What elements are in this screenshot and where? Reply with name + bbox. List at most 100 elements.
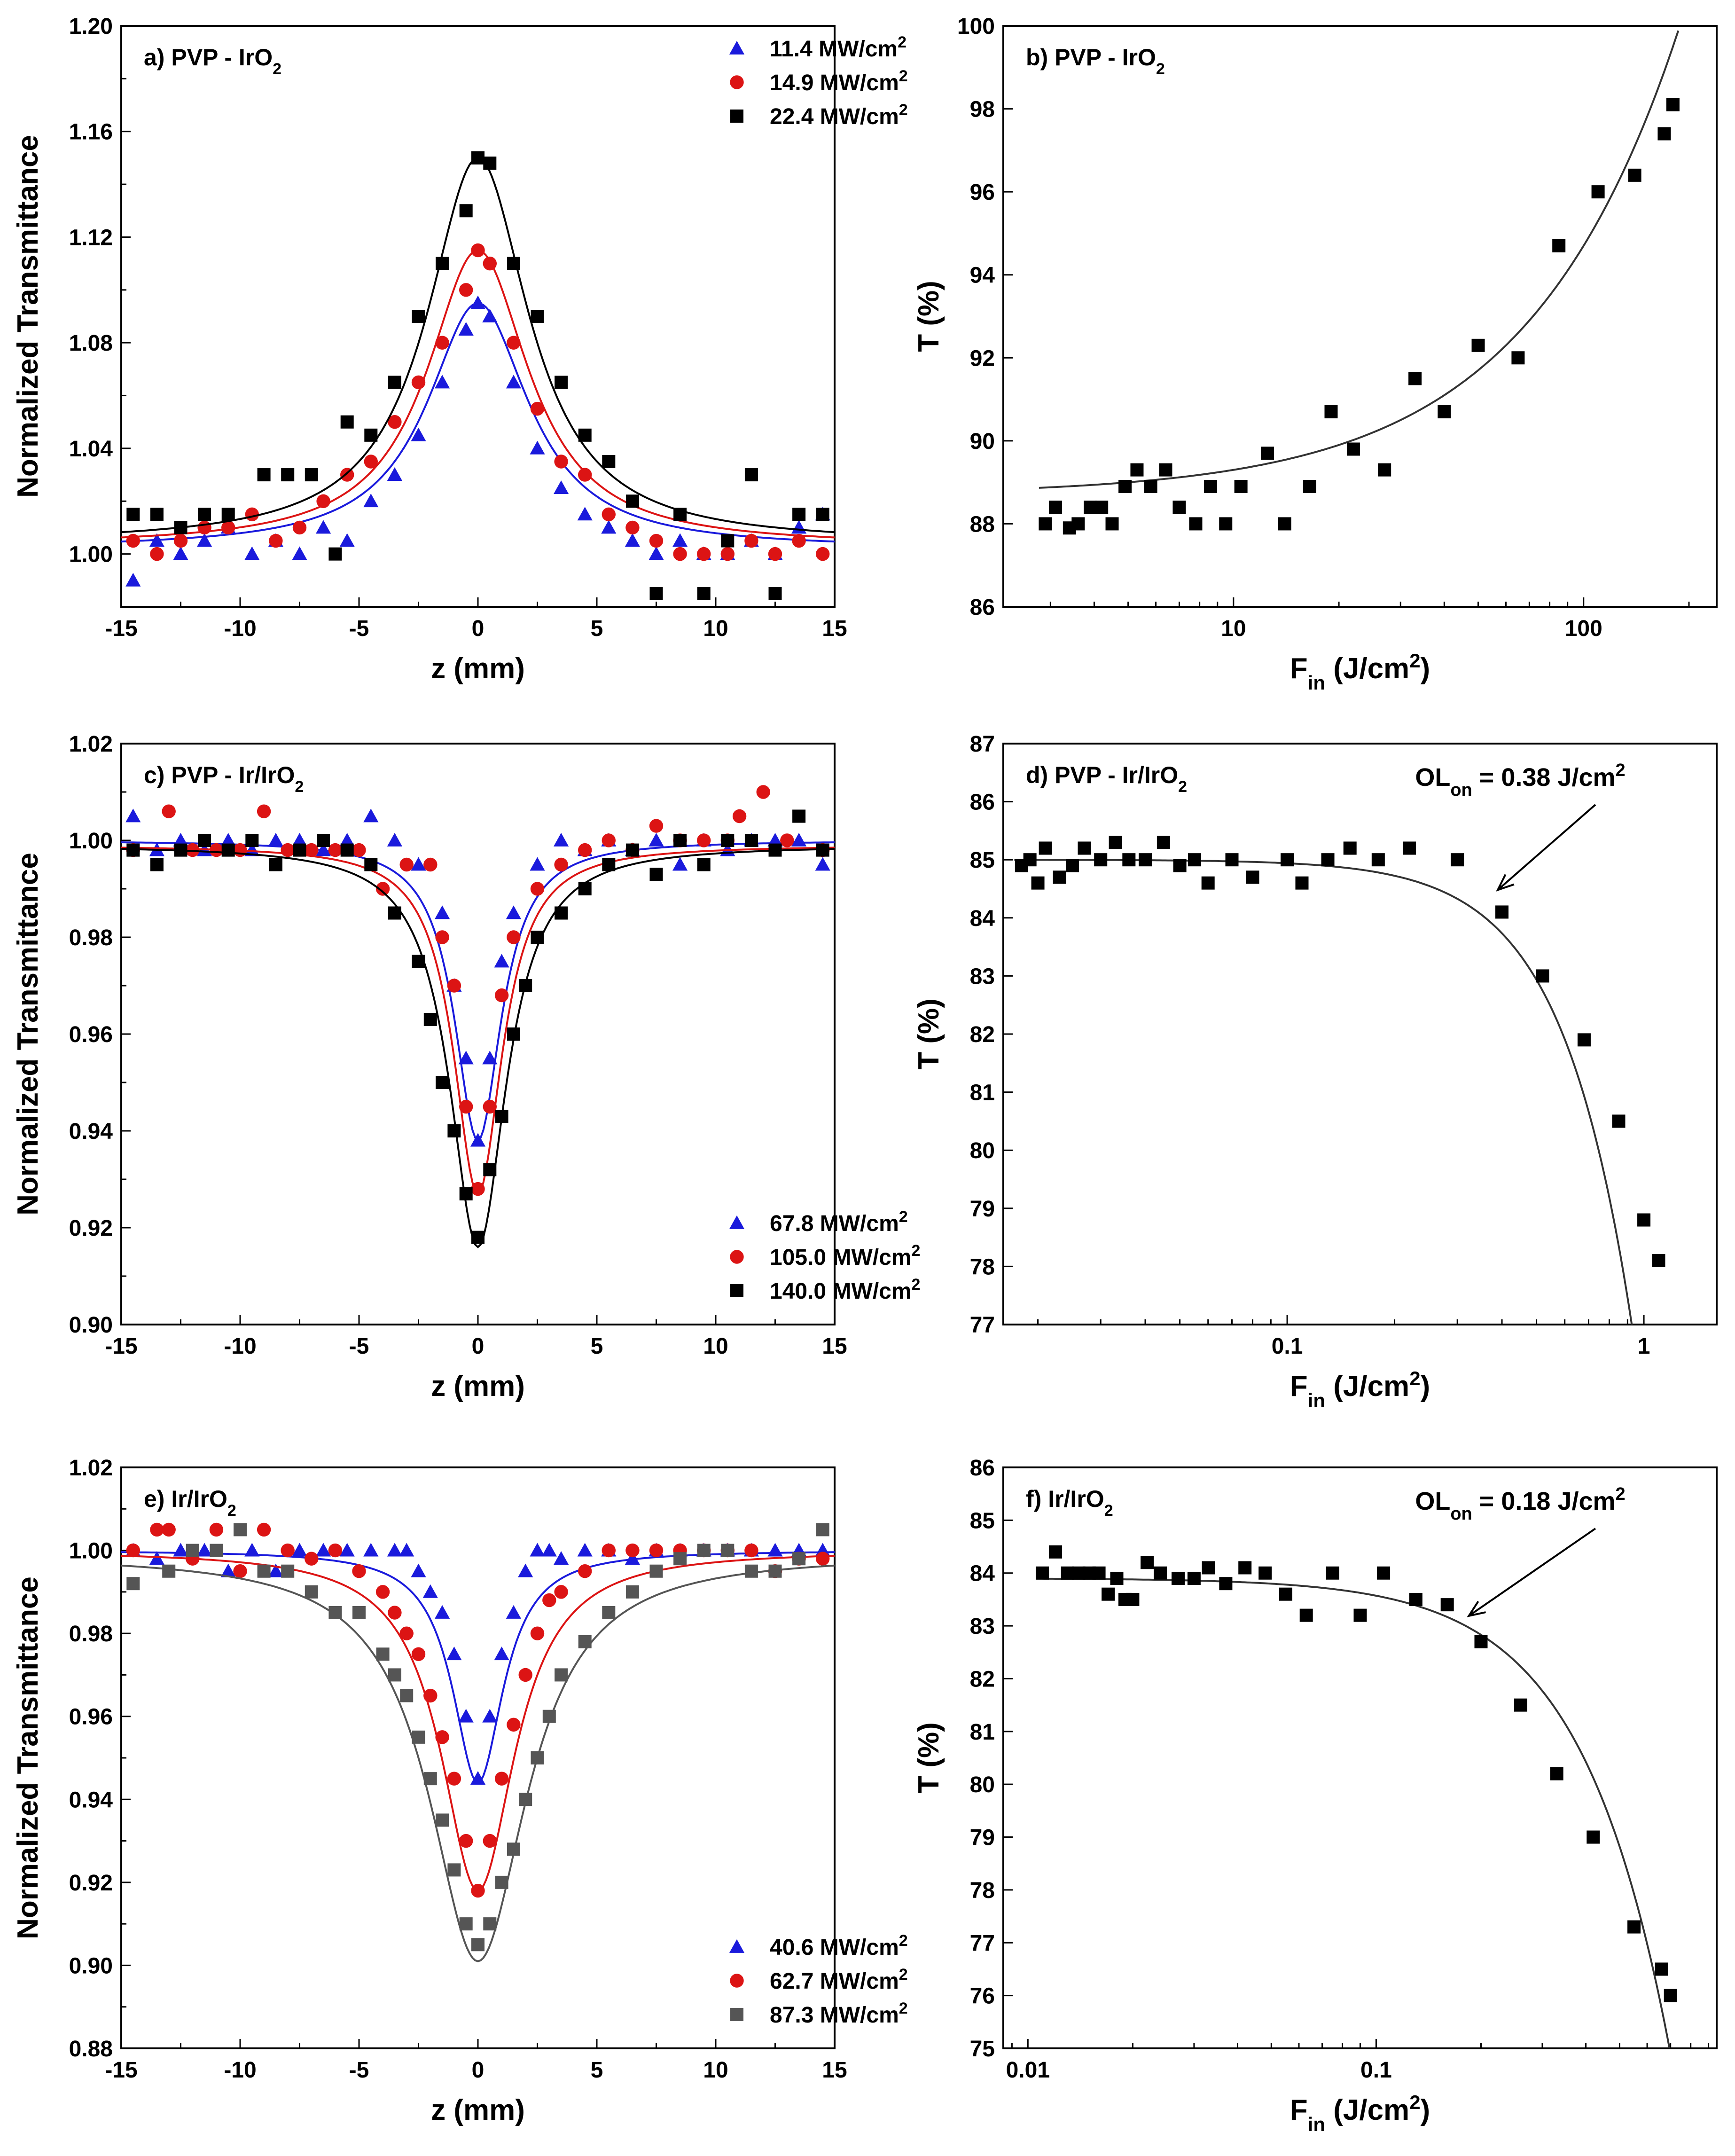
legend-marker xyxy=(729,1939,745,1953)
x-axis-label: z (mm) xyxy=(431,1370,525,1403)
data-point xyxy=(1238,1561,1252,1575)
data-point xyxy=(720,547,735,561)
data-point xyxy=(602,507,616,522)
data-point xyxy=(328,547,342,561)
data-point xyxy=(1061,1566,1074,1580)
panel-label: a) PVP - IrO2 xyxy=(144,44,281,78)
data-point xyxy=(411,375,426,390)
data-point xyxy=(1324,405,1338,419)
data-point xyxy=(162,1522,176,1537)
data-point xyxy=(125,808,141,823)
y-tick-label: 77 xyxy=(970,1313,995,1338)
y-tick-label: 81 xyxy=(970,1720,995,1745)
data-point xyxy=(673,1552,687,1566)
data-point xyxy=(364,428,378,442)
data-point xyxy=(518,1563,533,1577)
data-point xyxy=(1587,1830,1600,1844)
data-point xyxy=(1187,1571,1201,1585)
legend: 40.6 MW/cm2 62.7 MW/cm2 87.3 MW/cm2 xyxy=(729,1932,908,2028)
data-point xyxy=(126,1577,140,1591)
panel-label: d) PVP - Ir/IrO2 xyxy=(1026,762,1187,796)
y-tick-label: 0.94 xyxy=(69,1788,113,1812)
data-point xyxy=(1118,479,1132,493)
panel-a: 1.00 1.04 1.08 1.12 1.16 1.20 -15 -10 -5 0 5 10 15 a)… xyxy=(12,14,908,685)
data-point xyxy=(305,468,318,482)
data-point xyxy=(768,843,782,857)
y-tick-label: 84 xyxy=(970,906,995,931)
data-point xyxy=(483,1099,497,1114)
y-tick-label: 94 xyxy=(970,263,995,288)
fit-curve xyxy=(1039,30,1680,489)
y-tick-label: 79 xyxy=(970,1826,995,1850)
plot-area xyxy=(1039,30,1680,535)
y-tick-label: 0.98 xyxy=(69,925,113,950)
data-point xyxy=(412,1730,425,1744)
data-point xyxy=(578,428,592,442)
y-tick-label: 82 xyxy=(970,1022,995,1047)
plot-frame xyxy=(120,743,836,1325)
data-point xyxy=(197,520,211,535)
data-point xyxy=(815,857,830,871)
data-point xyxy=(541,1543,557,1557)
data-point xyxy=(471,1182,485,1196)
y-tick-label: 1.12 xyxy=(69,225,113,250)
data-point xyxy=(447,1772,461,1786)
data-point xyxy=(257,1564,271,1578)
y-tick-label: 100 xyxy=(957,14,995,39)
fit-curve xyxy=(121,157,835,533)
data-point xyxy=(602,833,616,847)
data-point xyxy=(530,440,545,455)
data-point xyxy=(1109,836,1122,849)
data-point xyxy=(293,843,306,857)
data-point xyxy=(507,930,521,944)
panel-d: 77 78 79 80 81 82 83 84 85 86 87 0.1 1 d) PVP - Ir/Ir… xyxy=(913,732,1718,1411)
data-point xyxy=(1173,859,1187,872)
data-point xyxy=(519,1793,532,1806)
data-point xyxy=(673,508,687,521)
data-point xyxy=(1144,479,1157,493)
data-point xyxy=(210,1544,223,1557)
data-point xyxy=(555,1668,568,1682)
data-point xyxy=(340,468,354,482)
data-point xyxy=(494,1646,509,1661)
data-point xyxy=(459,204,473,218)
data-point xyxy=(673,834,687,847)
y-tick-label: 88 xyxy=(970,512,995,537)
fit-curve xyxy=(121,302,835,543)
data-point xyxy=(209,843,224,857)
data-point xyxy=(530,401,545,416)
data-point xyxy=(292,832,307,847)
data-point xyxy=(292,520,307,535)
data-point xyxy=(697,833,711,847)
data-point xyxy=(625,1551,640,1565)
data-point xyxy=(447,1124,461,1137)
data-point xyxy=(744,1543,758,1558)
data-point xyxy=(555,906,568,920)
y-tick-label: 83 xyxy=(970,964,995,989)
data-point xyxy=(531,310,544,323)
data-point xyxy=(339,832,355,847)
data-point xyxy=(423,1772,437,1786)
data-point xyxy=(1094,853,1108,867)
data-point xyxy=(436,257,449,270)
data-point xyxy=(1246,870,1259,884)
data-point xyxy=(339,1543,355,1557)
data-point xyxy=(257,804,271,818)
y-tick-label: 96 xyxy=(970,180,995,205)
data-point xyxy=(458,1051,474,1065)
legend: 11.4 MW/cm2 14.9 MW/cm2 22.4 MW/cm2 xyxy=(729,33,908,129)
y-tick-label: 0.96 xyxy=(69,1705,113,1730)
plot-frame xyxy=(1002,743,1718,1325)
data-point xyxy=(1105,517,1119,531)
data-point xyxy=(387,467,402,481)
data-point xyxy=(530,1543,545,1557)
data-point xyxy=(791,832,807,847)
fit-curve xyxy=(121,1555,835,1892)
data-point xyxy=(1371,853,1385,867)
annotation-arrowhead xyxy=(1467,1600,1486,1617)
legend-marker xyxy=(730,2008,743,2021)
data-point xyxy=(162,804,176,818)
data-point xyxy=(554,455,568,469)
data-point xyxy=(697,547,711,561)
data-point xyxy=(744,533,758,548)
